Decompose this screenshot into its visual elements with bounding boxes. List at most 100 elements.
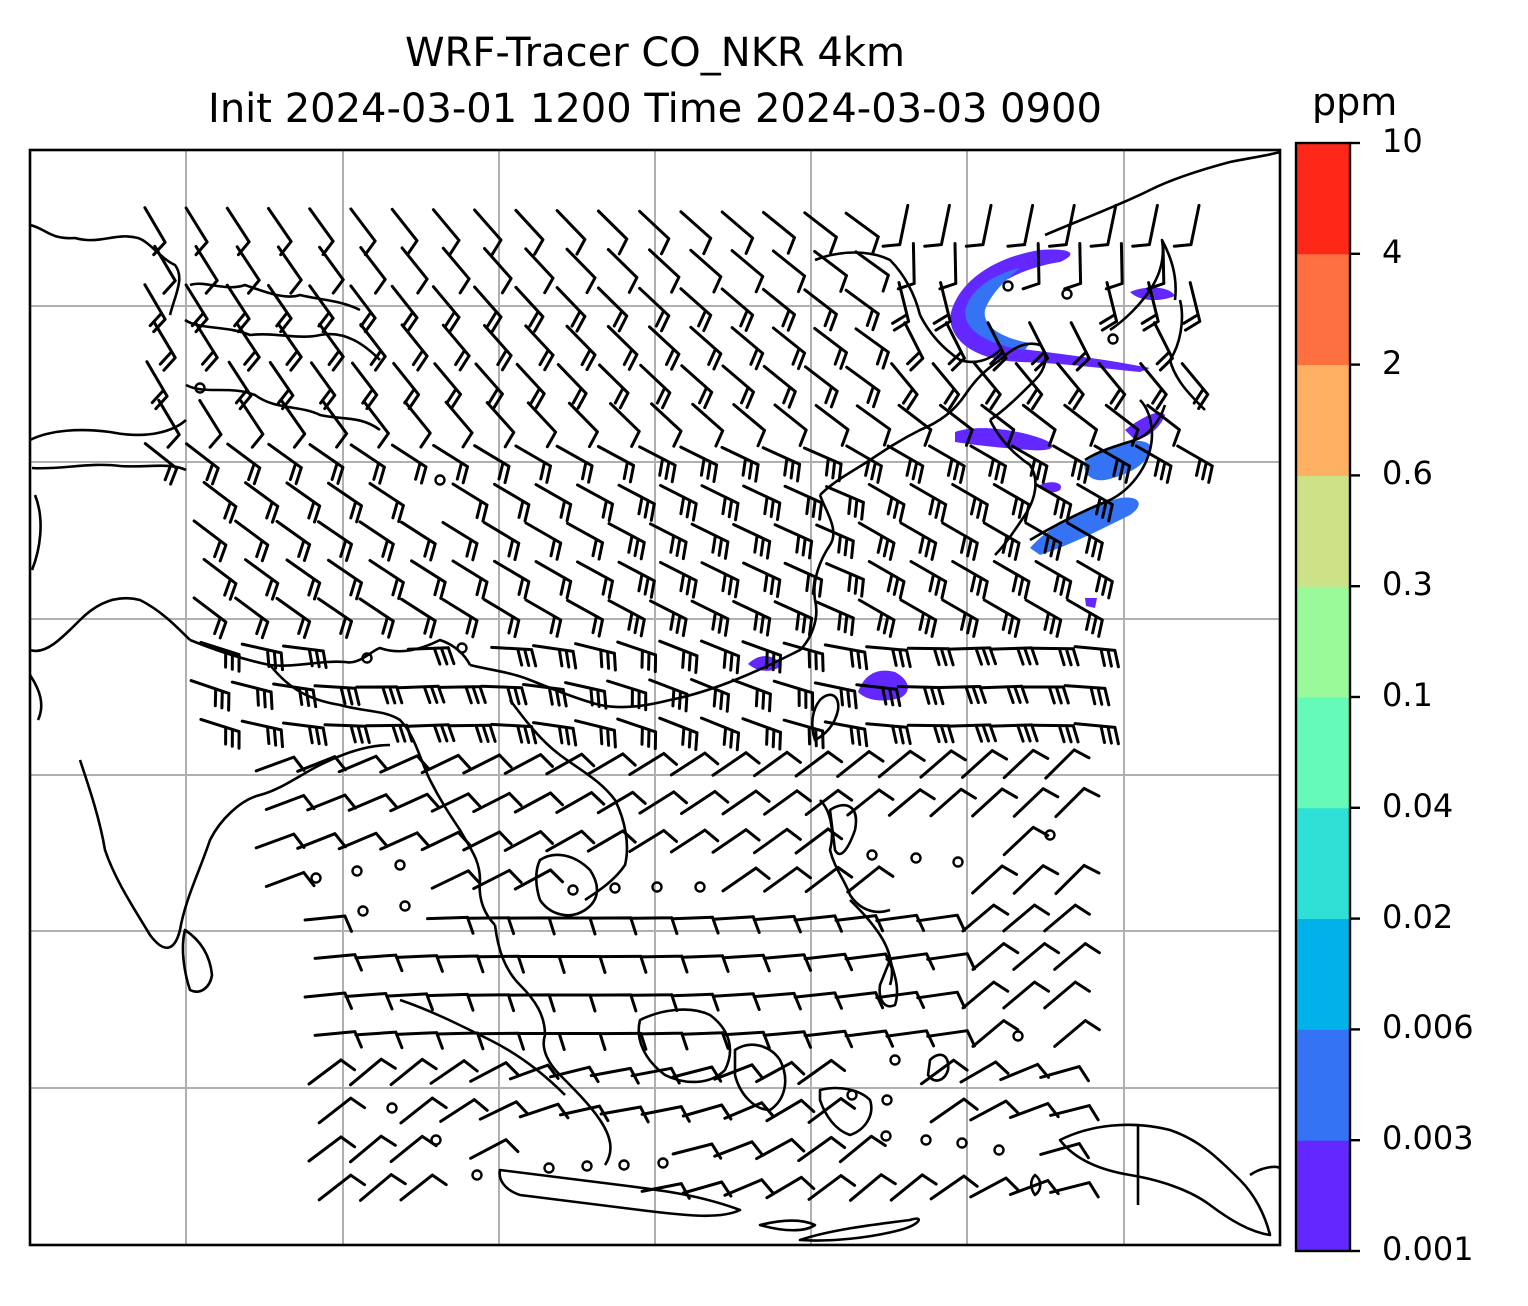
wind-barb: [493, 482, 531, 523]
wind-barb: [680, 790, 730, 815]
wind-barb: [844, 211, 880, 255]
wind-barb: [548, 993, 597, 1013]
wind-barb: [1099, 281, 1119, 332]
wind-barb: [239, 399, 265, 449]
wind-barb: [227, 360, 253, 411]
wind-barb: [1066, 598, 1104, 638]
calm-wind-circle: [581, 1160, 593, 1172]
wind-barb: [349, 1134, 397, 1164]
wind-barb: [337, 754, 389, 774]
wind-barb: [565, 324, 597, 372]
wind-barb: [558, 1032, 607, 1051]
wind-barb: [313, 953, 363, 972]
wind-barb: [628, 829, 678, 853]
wind-barb: [807, 1097, 857, 1124]
wind-barb: [574, 642, 617, 672]
wind-barb: [285, 558, 322, 601]
wind-barb: [349, 207, 377, 257]
wind-barb: [184, 206, 209, 257]
wind-barb: [1039, 1065, 1090, 1083]
wind-barb: [929, 1174, 979, 1201]
wind-barb: [589, 916, 638, 936]
wind-barb: [881, 203, 910, 248]
tracer-plume-taiwan-strait: [858, 670, 908, 701]
wind-barb: [1002, 903, 1051, 933]
wind-barb: [969, 444, 1007, 484]
wind-barb: [823, 720, 869, 748]
wind-barb: [854, 250, 890, 293]
wind-barb: [395, 1031, 444, 1050]
wind-barb: [280, 399, 307, 449]
wind-barb: [846, 788, 895, 817]
calm-wind-circle: [386, 1102, 398, 1114]
wind-barb: [532, 644, 578, 670]
wind-barb: [649, 599, 688, 638]
wind-barb: [426, 992, 475, 1012]
wind-barb: [296, 755, 347, 773]
wind-barb: [436, 1031, 485, 1051]
wind-barb: [803, 211, 838, 255]
wind-barb: [959, 1060, 1010, 1084]
wind-barb: [362, 400, 390, 449]
wind-barb: [713, 1140, 764, 1158]
wind-barb: [699, 639, 741, 675]
wind-barb: [783, 561, 824, 598]
calm-wind-circle: [399, 900, 411, 912]
wind-barb: [711, 751, 761, 777]
wind-barb: [763, 789, 812, 816]
calm-wind-circle: [1012, 1030, 1024, 1042]
wind-barb: [1180, 362, 1210, 410]
wind-barb: [1089, 203, 1118, 248]
wind-barb: [1006, 203, 1035, 248]
wind-barb: [317, 597, 353, 639]
wind-barb: [466, 993, 516, 1013]
wind-barb: [1052, 444, 1090, 484]
wind-barb: [609, 402, 641, 448]
wind-barb: [973, 362, 1002, 410]
wind-barb: [589, 993, 638, 1013]
wind-barb: [1104, 242, 1124, 291]
calm-wind-circle: [310, 872, 322, 884]
wind-barb: [838, 1134, 887, 1164]
wind-barb: [899, 521, 938, 561]
calm-wind-circle: [618, 1159, 630, 1171]
wind-barb: [275, 596, 312, 639]
wind-barb: [185, 442, 220, 486]
wind-barb: [1043, 903, 1091, 933]
wind-barb: [441, 598, 479, 639]
wind-barb: [713, 1063, 764, 1081]
wind-barb: [517, 1032, 566, 1051]
colorbar-tick-label: 0.006: [1382, 1008, 1474, 1047]
wind-barb: [916, 913, 966, 932]
colorbar-segment: [1296, 697, 1350, 809]
wind-barb: [337, 831, 389, 851]
wind-barb: [720, 210, 755, 255]
wind-barb: [548, 916, 597, 936]
wind-barb: [344, 992, 394, 1011]
wind-barb: [480, 684, 528, 706]
wind-barb: [476, 954, 525, 974]
wind-barb: [349, 284, 377, 334]
wind-barb: [534, 483, 573, 523]
wind-barb: [483, 324, 513, 372]
wind-barb: [700, 561, 740, 599]
wind-barb: [815, 600, 855, 637]
wind-barb: [354, 1030, 404, 1050]
colorbar-segment: [1296, 807, 1350, 920]
wind-barb: [865, 645, 912, 669]
wind-barb: [296, 832, 347, 850]
wind-barb: [885, 952, 936, 971]
wind-barb: [813, 326, 848, 370]
wind-barb: [1039, 1142, 1090, 1160]
wind-barb: [638, 286, 671, 333]
wind-barb: [1076, 483, 1114, 523]
calm-wind-circle: [881, 1094, 893, 1106]
calm-wind-circle: [456, 642, 468, 654]
wind-barb: [773, 600, 814, 637]
wind-barb: [658, 639, 699, 674]
wind-barb: [793, 914, 843, 933]
wind-barb: [929, 787, 977, 818]
wind-barb: [235, 245, 261, 295]
wind-barb: [451, 559, 489, 600]
wind-barb: [599, 1031, 648, 1051]
